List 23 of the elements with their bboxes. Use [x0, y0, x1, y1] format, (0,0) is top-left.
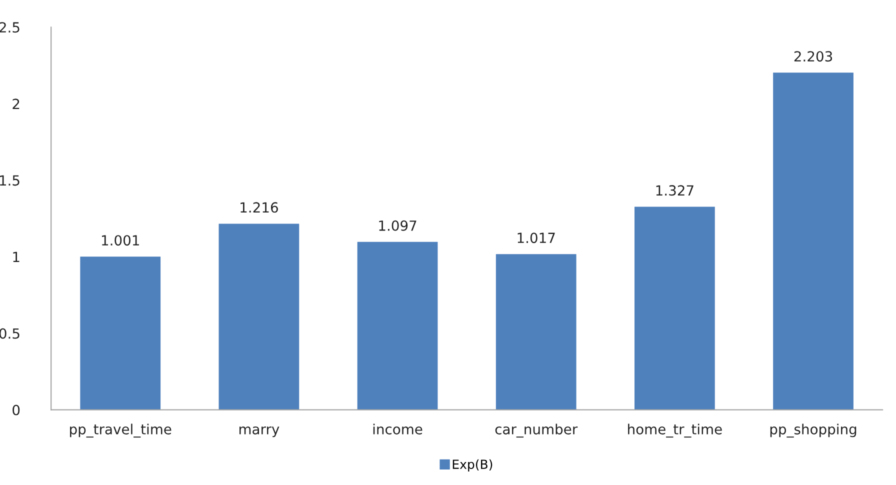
y-tick-label: 1.5: [0, 175, 20, 186]
y-tick-label: 0: [12, 404, 20, 416]
data-label: 1.017: [518, 232, 555, 244]
x-tick-label: pp_travel_time: [70, 424, 172, 438]
data-label: 1.327: [656, 185, 694, 196]
x-tick-label: home_tr_time: [628, 424, 722, 438]
x-tick-label: marry: [239, 426, 280, 438]
legend-label: Exp(B): [452, 459, 492, 472]
x-tick-label: car_number: [495, 424, 578, 438]
data-label: 1.001: [102, 235, 139, 246]
bar: [634, 206, 715, 410]
y-tick-label: 1: [13, 252, 20, 262]
bar: [773, 72, 854, 410]
y-tick-label: 2: [12, 98, 20, 109]
data-label: 1.097: [379, 220, 416, 231]
bar: [80, 256, 161, 410]
bar: [496, 254, 576, 410]
data-label: 1.216: [240, 202, 278, 213]
x-tick-label: pp_shopping: [770, 424, 856, 438]
x-tick-label: income: [373, 424, 422, 434]
data-label: 2.203: [794, 51, 832, 62]
bar: [357, 242, 438, 410]
bar: [218, 224, 300, 410]
